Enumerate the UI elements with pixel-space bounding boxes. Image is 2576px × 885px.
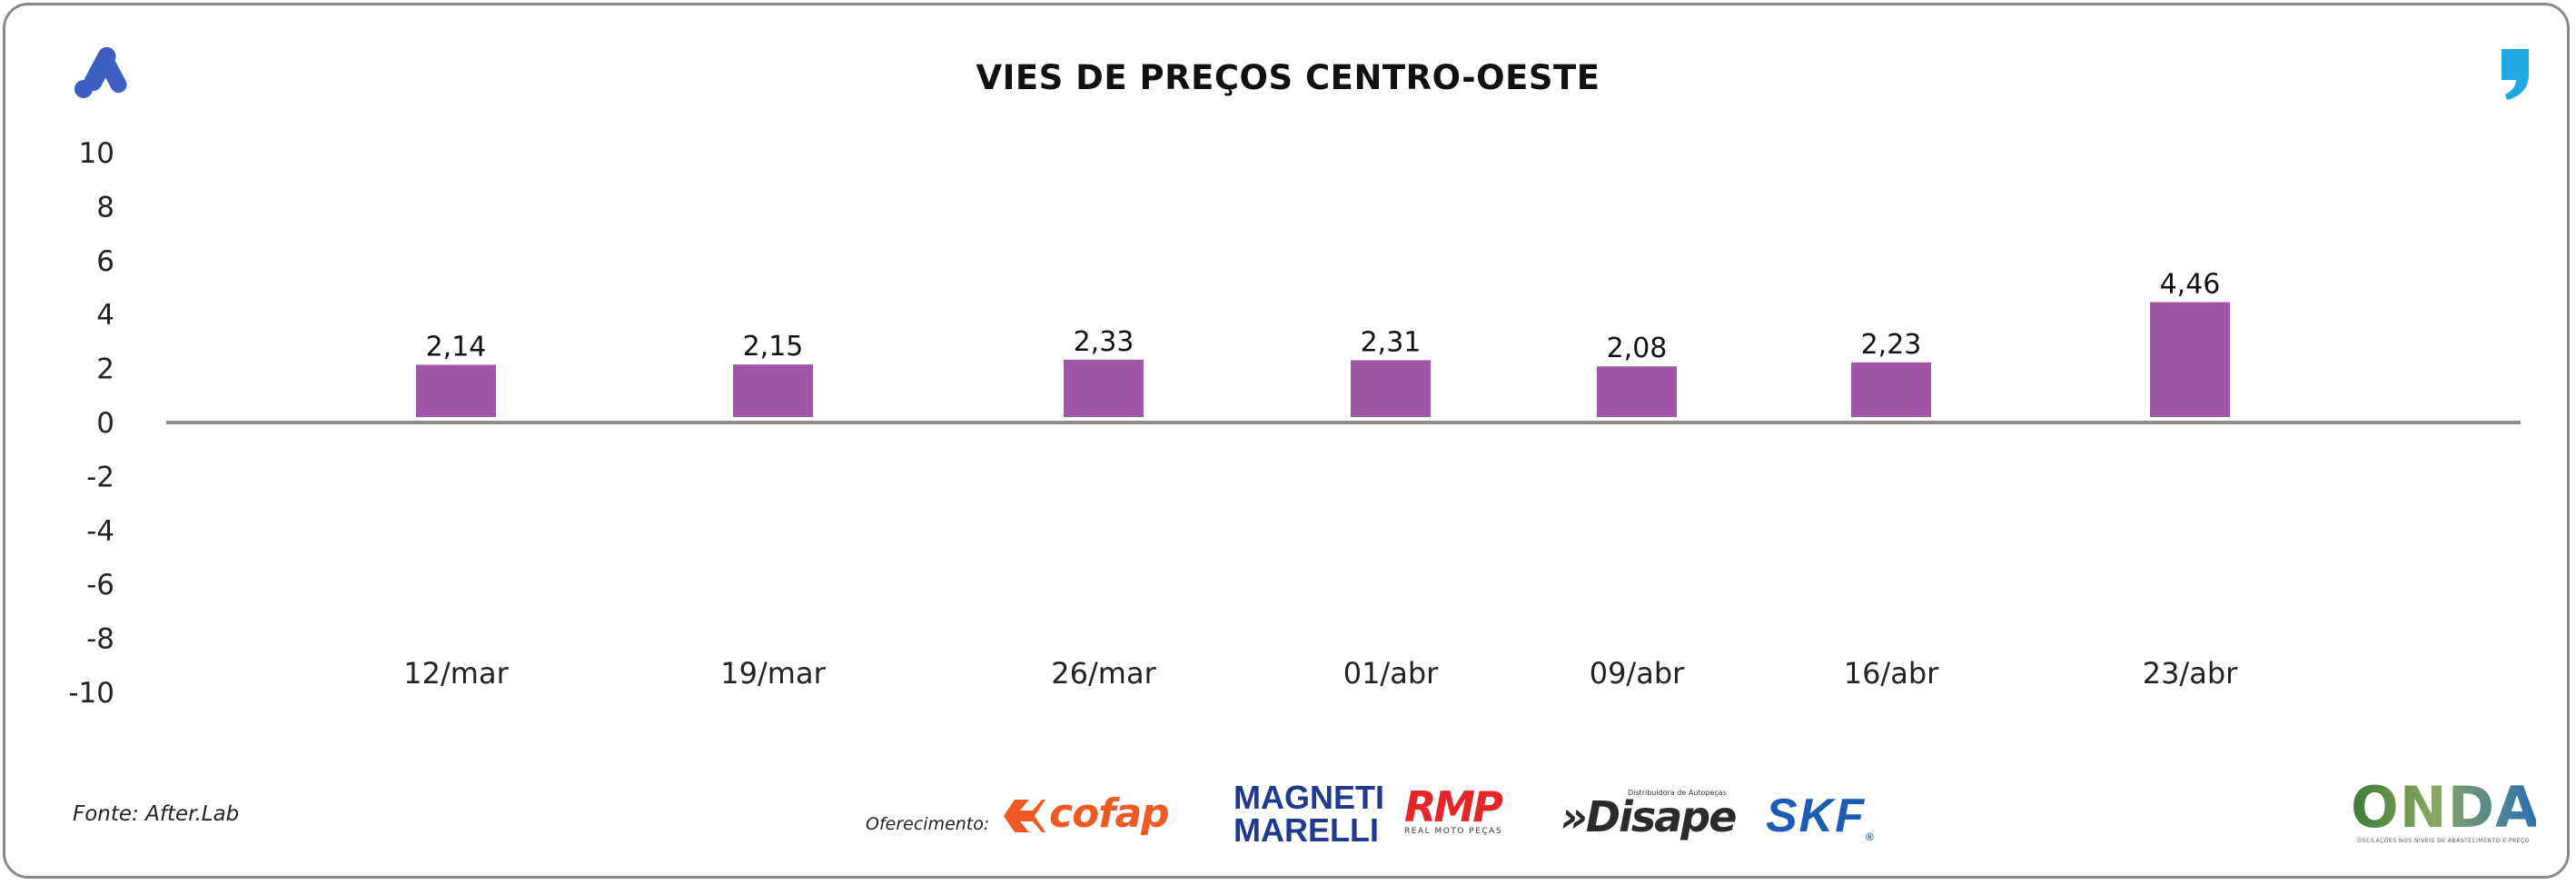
disape-text: »Disape bbox=[1560, 792, 1737, 841]
source-note: Fonte: After.Lab bbox=[73, 802, 240, 826]
x-tick-label: 09/abr bbox=[1590, 656, 1685, 691]
y-tick-label: -10 bbox=[68, 677, 114, 710]
data-label: 2,14 bbox=[426, 331, 487, 363]
skf-text: SKF bbox=[1766, 790, 1866, 842]
y-tick-label: 10 bbox=[79, 137, 114, 170]
y-tick-label: 6 bbox=[96, 245, 114, 278]
stylized-a-logo-icon bbox=[74, 46, 127, 98]
chart-title: VIES DE PREÇOS CENTRO-OESTE bbox=[976, 58, 1600, 97]
registered-icon: ® bbox=[1866, 830, 1876, 843]
cofap-logo: cofap bbox=[1002, 791, 1170, 837]
onda-text: ONDA bbox=[2351, 774, 2541, 840]
bar bbox=[416, 364, 496, 417]
y-tick-label: 4 bbox=[96, 299, 114, 332]
comma-logo-icon bbox=[2502, 49, 2529, 100]
disape-logo: Distribuidora de Autopeças »Disape bbox=[1560, 785, 1737, 841]
bar bbox=[1351, 360, 1431, 417]
marelli-text: MARELLI bbox=[1234, 811, 1379, 849]
x-tick-label: 12/mar bbox=[403, 656, 509, 691]
disape-tagline: Distribuidora de Autopeças bbox=[1628, 789, 1727, 797]
data-label: 2,15 bbox=[743, 331, 804, 363]
y-tick-label: -8 bbox=[86, 623, 114, 656]
rmp-subtitle: REAL MOTO PEÇAS bbox=[1404, 827, 1503, 836]
y-tick-label: -6 bbox=[86, 569, 114, 602]
bar bbox=[1064, 359, 1144, 417]
data-label: 2,33 bbox=[1074, 326, 1134, 358]
y-tick-label: -4 bbox=[86, 515, 114, 548]
bar bbox=[1597, 366, 1677, 417]
y-tick-label: 8 bbox=[96, 191, 114, 224]
bar bbox=[733, 364, 813, 417]
y-tick-label: 0 bbox=[96, 407, 114, 440]
magneti-marelli-logo: MAGNETI MARELLI bbox=[1234, 779, 1384, 849]
x-tick-label: 26/mar bbox=[1051, 656, 1156, 691]
bar bbox=[2150, 302, 2230, 417]
data-label: 2,31 bbox=[1361, 326, 1422, 358]
data-label: 2,23 bbox=[1861, 329, 1922, 361]
rmp-text: RMP bbox=[1404, 782, 1503, 831]
chart-card bbox=[3, 3, 2570, 879]
cofap-text: cofap bbox=[1049, 791, 1170, 837]
x-tick-label: 01/abr bbox=[1343, 656, 1439, 691]
sponsor-label: Oferecimento: bbox=[866, 814, 990, 834]
data-label: 2,08 bbox=[1607, 333, 1668, 364]
y-tick-label: 2 bbox=[96, 353, 114, 386]
bar bbox=[1851, 362, 1931, 417]
magneti-text: MAGNETI bbox=[1234, 779, 1384, 816]
onda-logo: ONDA OSCILAÇÕES NOS NÍVEIS DE ABASTECIME… bbox=[2351, 774, 2541, 845]
x-tick-label: 16/abr bbox=[1844, 656, 1939, 691]
x-tick-label: 19/mar bbox=[720, 656, 826, 691]
cofap-mark-icon bbox=[1004, 800, 1045, 832]
x-tick-label: 23/abr bbox=[2143, 656, 2238, 691]
skf-logo: SKF® bbox=[1766, 789, 1876, 843]
y-tick-label: -2 bbox=[86, 461, 114, 493]
rmp-logo: RMP REAL MOTO PEÇAS bbox=[1404, 782, 1537, 836]
data-label: 4,46 bbox=[2160, 269, 2221, 301]
onda-subtitle: OSCILAÇÕES NOS NÍVEIS DE ABASTECIMENTO E… bbox=[2357, 838, 2530, 844]
